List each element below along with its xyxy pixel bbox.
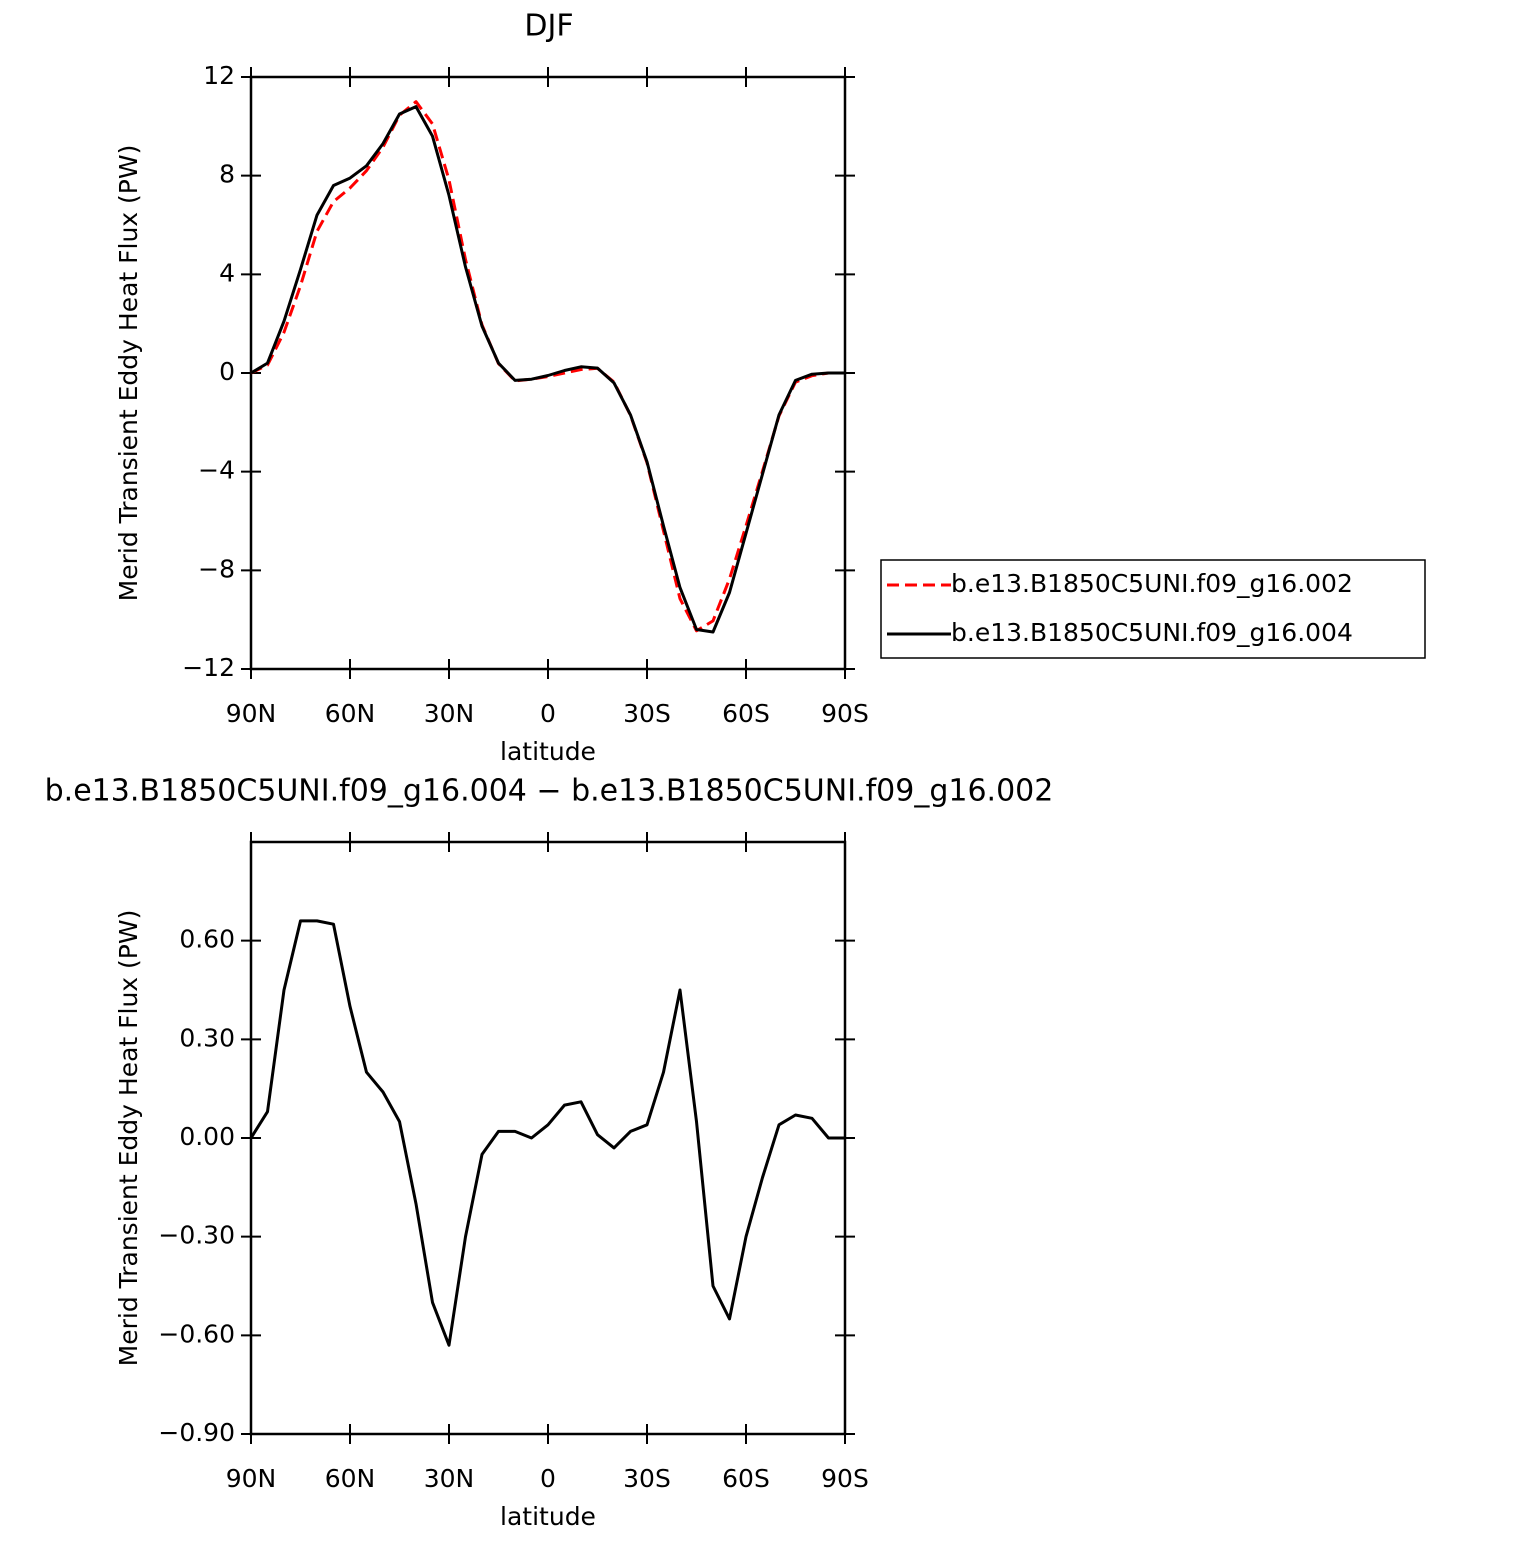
- plot-frame: [249, 840, 847, 1436]
- x-tick-label: 30N: [424, 1464, 475, 1493]
- y-tick-label: 4: [219, 258, 235, 287]
- y-tick-label: 0: [219, 357, 235, 386]
- y-tick-label: −0.90: [158, 1418, 235, 1447]
- x-tick-label: 90S: [821, 1464, 869, 1493]
- x-tick-label: 60S: [722, 1464, 770, 1493]
- y-tick-label: 0.00: [179, 1122, 235, 1151]
- y-axis-label: Merid Transient Eddy Heat Flux (PW): [114, 145, 143, 602]
- y-tick-label: −4: [198, 456, 235, 485]
- chart-title: b.e13.B1850C5UNI.f09_g16.004 − b.e13.B18…: [45, 774, 1054, 809]
- x-tick-label: 0: [540, 1464, 556, 1493]
- x-tick-label: 30N: [424, 699, 475, 728]
- plot-frame: [249, 75, 847, 671]
- y-tick-label: −8: [198, 554, 235, 583]
- y-tick-label: 0.30: [179, 1023, 235, 1052]
- x-axis-label: latitude: [500, 737, 596, 766]
- x-tick-label: 90S: [821, 699, 869, 728]
- y-tick-label: −0.60: [158, 1319, 235, 1348]
- x-tick-label: 60N: [325, 1464, 376, 1493]
- data-line: [249, 919, 845, 1347]
- x-tick-label: 60S: [722, 699, 770, 728]
- x-tick-label: 0: [540, 699, 556, 728]
- legend-label: b.e13.B1850C5UNI.f09_g16.004: [951, 618, 1353, 647]
- x-tick-label: 60N: [325, 699, 376, 728]
- y-tick-label: 8: [219, 160, 235, 189]
- y-tick-label: 12: [203, 61, 235, 90]
- legend-label: b.e13.B1850C5UNI.f09_g16.002: [951, 569, 1353, 598]
- x-tick-label: 30S: [623, 699, 671, 728]
- y-tick-label: −12: [182, 653, 235, 682]
- chart-title: DJF: [524, 9, 573, 44]
- x-tick-label: 30S: [623, 1464, 671, 1493]
- x-tick-label: 90N: [226, 1464, 277, 1493]
- x-axis-label: latitude: [500, 1502, 596, 1531]
- x-tick-label: 90N: [226, 699, 277, 728]
- data-line: [250, 105, 845, 634]
- y-tick-label: 0.60: [179, 925, 235, 954]
- y-axis-label: Merid Transient Eddy Heat Flux (PW): [114, 910, 143, 1367]
- data-line: [250, 100, 845, 633]
- legend-box: [880, 559, 1426, 659]
- y-tick-label: −0.30: [158, 1221, 235, 1250]
